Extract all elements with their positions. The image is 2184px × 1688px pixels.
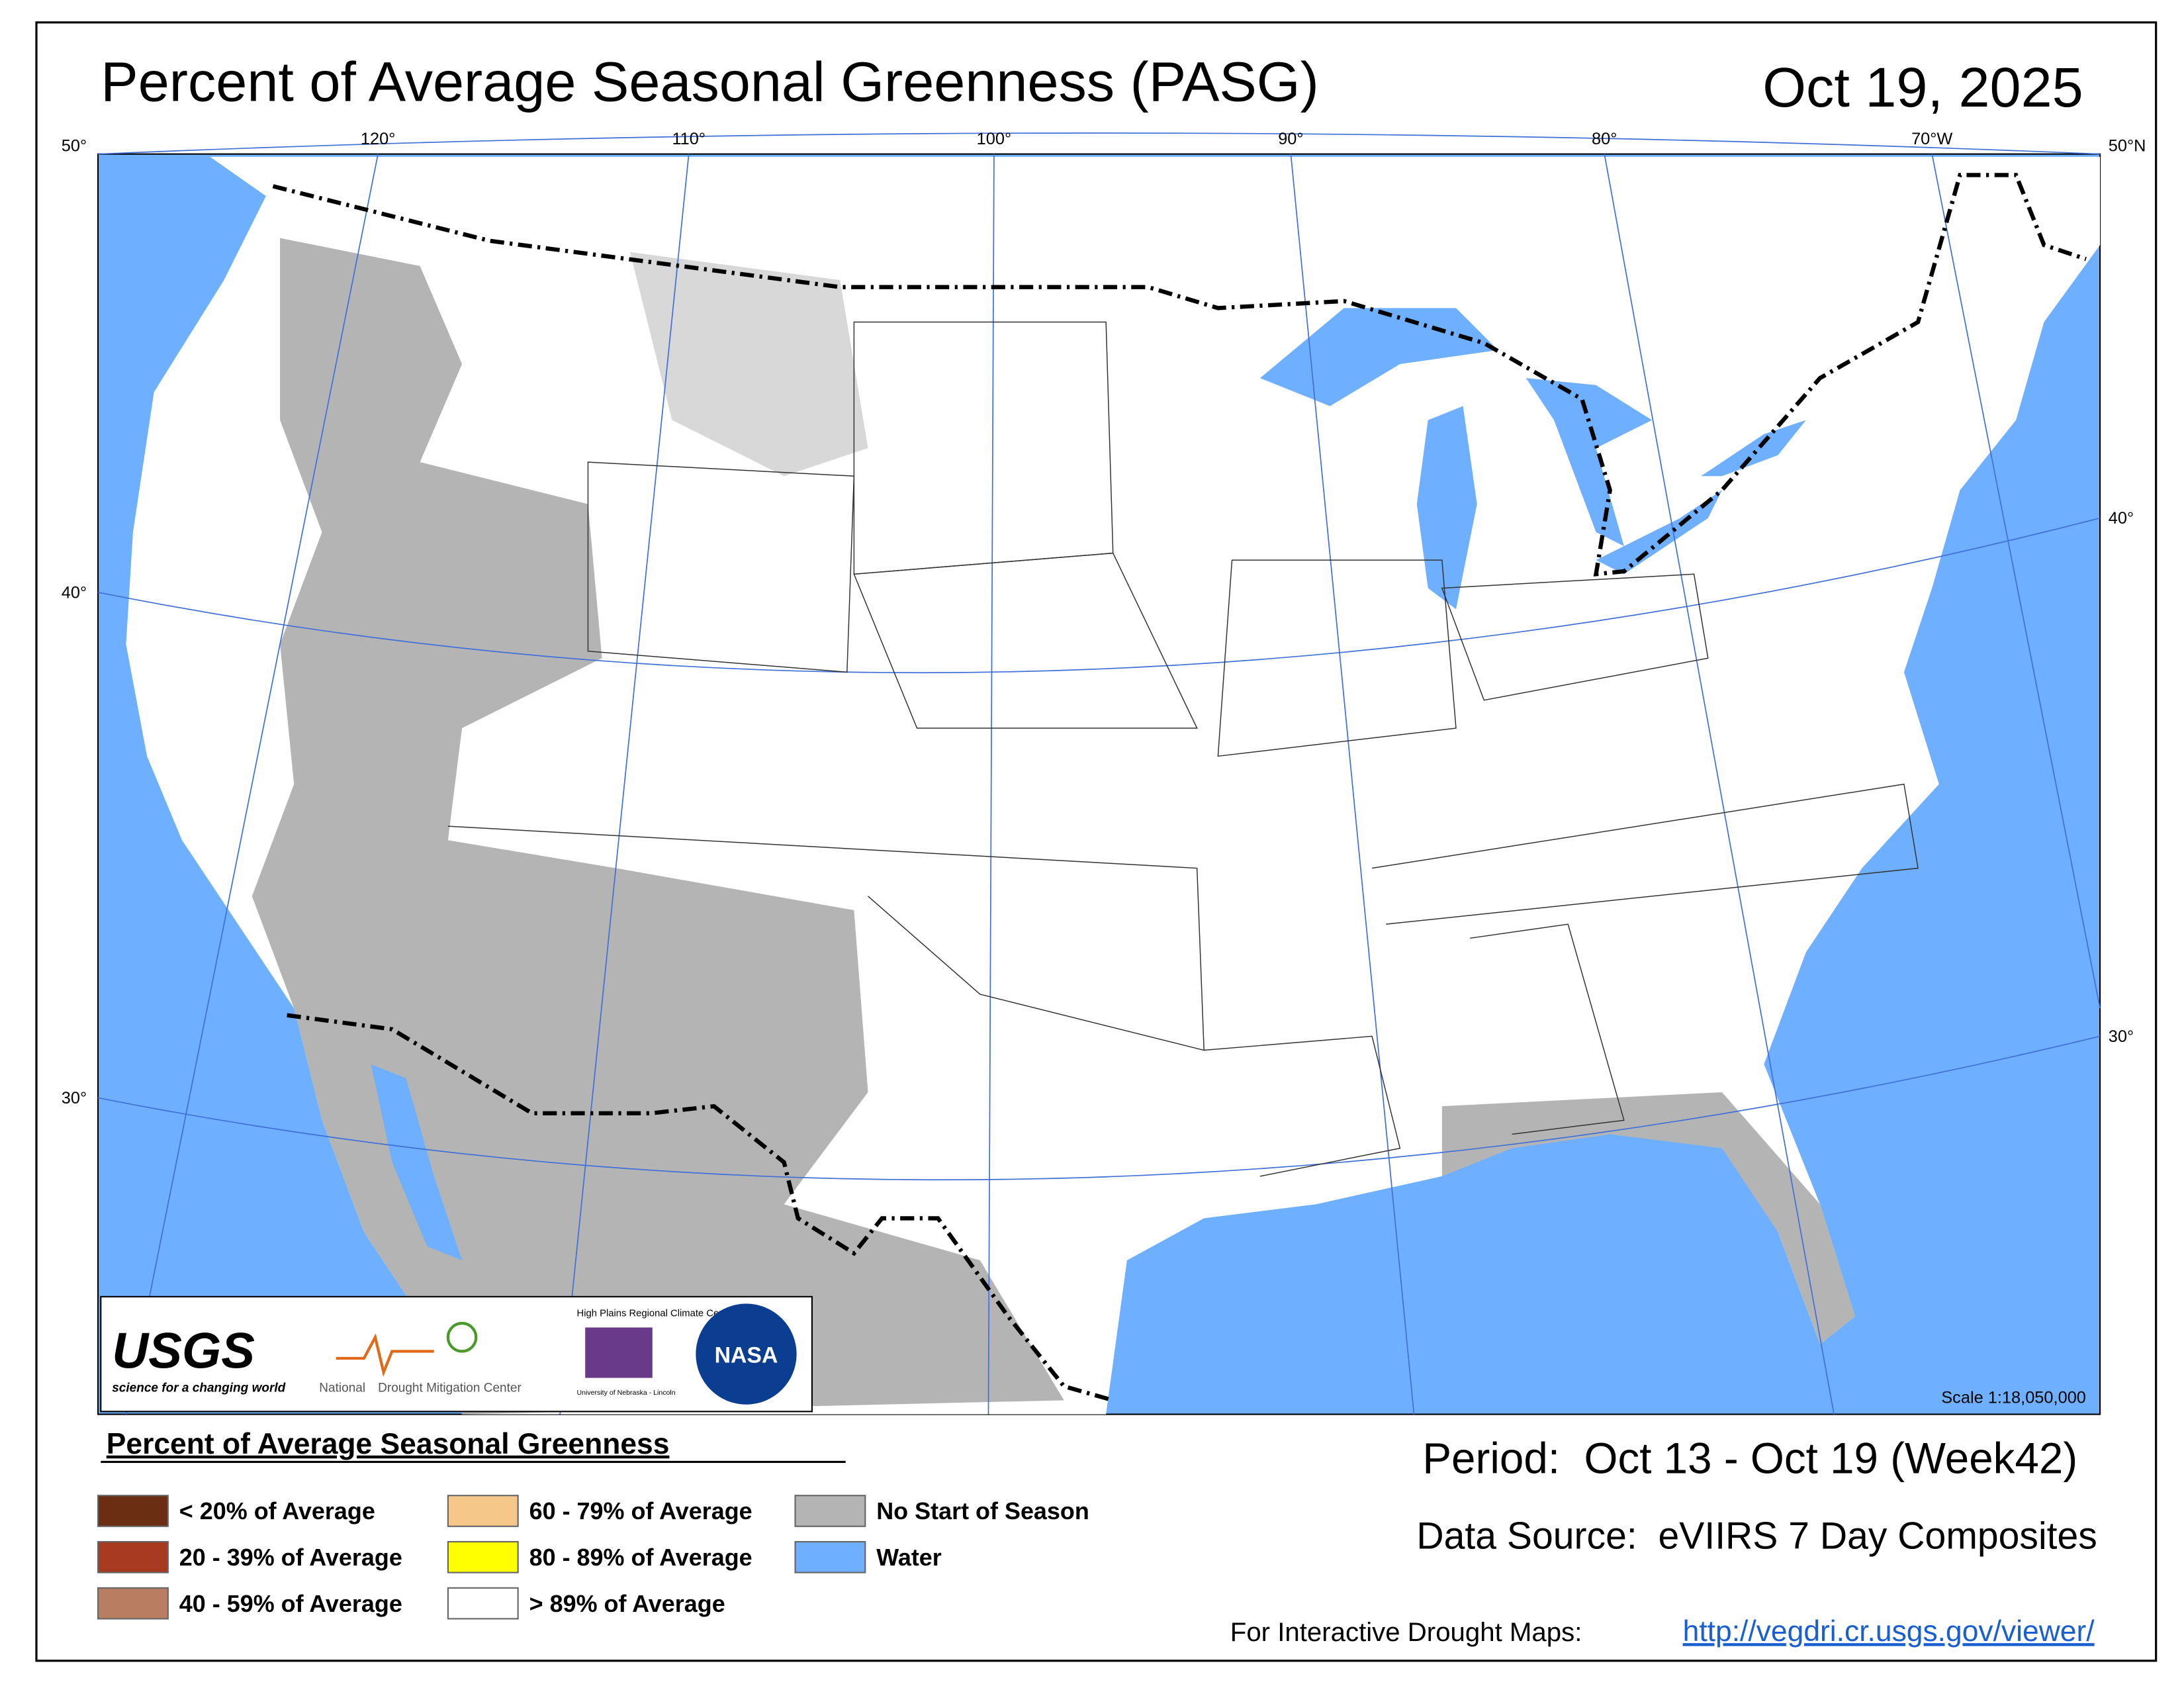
lat-label: 40° bbox=[2109, 509, 2134, 528]
legend-label: Water bbox=[876, 1544, 942, 1571]
great-lakes bbox=[1259, 308, 1806, 610]
graticule-labels: 120° 110° 100° 90° 80° 70°W 50° 40° 30° 50°N 40° 30… bbox=[62, 130, 2146, 1107]
nasa-text: NASA bbox=[715, 1342, 778, 1368]
lon-label: 120° bbox=[361, 130, 395, 148]
map: USGS science for a changing world Nation… bbox=[97, 132, 2101, 1415]
nasa-logo bbox=[696, 1303, 797, 1405]
state-lines bbox=[447, 321, 1919, 1177]
ndmc-prefix: National bbox=[319, 1382, 365, 1395]
gulf-california bbox=[371, 1064, 463, 1260]
ndmc-graphic bbox=[336, 1333, 434, 1378]
map-title: Percent of Average Seasonal Greenness (P… bbox=[101, 50, 1319, 113]
map-scale: Scale 1:18,050,000 bbox=[1941, 1389, 2086, 1407]
logo-box bbox=[100, 1295, 813, 1413]
legend-label: 60 - 79% of Average bbox=[529, 1497, 752, 1524]
data-source: Data Source: eVIIRS 7 Day Composites bbox=[1416, 1515, 2097, 1558]
legend-label: 20 - 39% of Average bbox=[179, 1544, 402, 1571]
legend-swatch bbox=[794, 1495, 866, 1527]
legend-title: Percent of Average Seasonal Greenness bbox=[107, 1428, 670, 1460]
legend-swatch bbox=[97, 1540, 169, 1573]
ndmc-name: Drought Mitigation Center bbox=[378, 1382, 522, 1395]
graticule bbox=[97, 132, 2101, 1415]
viewer-link[interactable]: http://vegdri.cr.usgs.gov/viewer/ bbox=[1683, 1615, 2095, 1648]
mexico-border bbox=[287, 1013, 1114, 1403]
hprcc-sub: University of Nebraska - Lincoln bbox=[577, 1389, 676, 1397]
period: Period: Oct 13 - Oct 19 (Week42) bbox=[1422, 1434, 2077, 1482]
legend-swatch bbox=[97, 1495, 169, 1527]
lon-label: 110° bbox=[672, 130, 705, 148]
canada-border bbox=[272, 173, 2087, 577]
no-season-plains bbox=[629, 252, 868, 477]
lat-label: 30° bbox=[2109, 1027, 2134, 1046]
legend-label: 80 - 89% of Average bbox=[529, 1544, 752, 1571]
no-season-south bbox=[1441, 1092, 1855, 1344]
hprcc-graphic bbox=[585, 1327, 653, 1378]
usgs-tagline: science for a changing world bbox=[112, 1382, 285, 1395]
no-season-west bbox=[251, 238, 1064, 1415]
legend-swatch bbox=[97, 1587, 169, 1620]
legend-label: < 20% of Average bbox=[179, 1497, 375, 1524]
lat-label: 40° bbox=[62, 583, 87, 602]
lon-label: 100° bbox=[977, 130, 1012, 148]
lat-label: 50°N bbox=[2109, 136, 2146, 155]
link-prompt: For Interactive Drought Maps: bbox=[1230, 1617, 1582, 1647]
legend-swatch bbox=[447, 1540, 519, 1573]
lon-label: 80° bbox=[1592, 130, 1617, 148]
lon-label: 70°W bbox=[1911, 130, 1952, 148]
legend-label: 40 - 59% of Average bbox=[179, 1590, 402, 1617]
hprcc-name: High Plains Regional Climate Center bbox=[577, 1308, 736, 1319]
legend-swatch bbox=[794, 1540, 866, 1573]
usgs-logo: USGS bbox=[112, 1323, 255, 1380]
legend-swatch bbox=[447, 1587, 519, 1620]
legend-label: No Start of Season bbox=[876, 1497, 1089, 1524]
lat-label: 50° bbox=[62, 136, 87, 155]
legend: < 20% of Average 20 - 39% of Average 40 - … bbox=[97, 1495, 1089, 1620]
legend-swatch bbox=[447, 1495, 519, 1527]
map-date: Oct 19, 2025 bbox=[1762, 56, 2083, 118]
legend-label: > 89% of Average bbox=[529, 1590, 725, 1617]
lat-label: 30° bbox=[62, 1089, 87, 1107]
lon-label: 90° bbox=[1278, 130, 1303, 148]
ndmc-tree bbox=[446, 1321, 478, 1353]
